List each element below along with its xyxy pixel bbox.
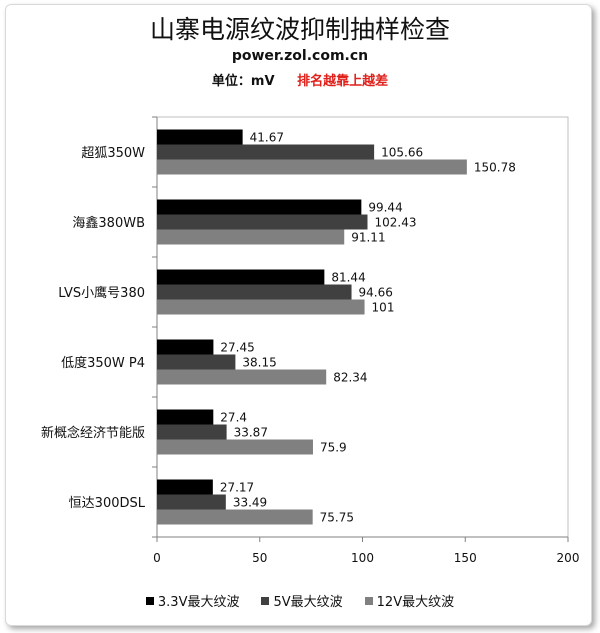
data-label: 33.87: [234, 426, 268, 440]
data-label: 75.75: [320, 511, 354, 525]
category-label: 恒达300DSL: [69, 496, 146, 511]
data-label: 101: [372, 301, 395, 315]
data-label: 102.43: [374, 216, 416, 230]
chart-subtitle: power.zol.com.cn: [231, 48, 369, 64]
bar: [157, 229, 345, 245]
bar: [157, 439, 313, 455]
category-label: 低度350W P4: [61, 355, 145, 371]
data-label: 105.66: [381, 146, 423, 160]
unit-line: 单位：mV 排名越靠上越差: [0, 70, 600, 89]
data-label: 81.44: [331, 271, 365, 285]
bar: [157, 369, 327, 385]
legend-label: 5V最大纹波: [273, 595, 343, 610]
data-label: 94.66: [359, 286, 393, 300]
data-label: 27.17: [220, 481, 254, 495]
bar: [157, 284, 352, 300]
bar: [157, 339, 214, 355]
x-tick-label: 200: [557, 551, 580, 565]
legend-item: 12V最大纹波: [364, 591, 455, 610]
x-tick-label: 150: [454, 551, 477, 565]
data-label: 82.34: [333, 371, 367, 385]
bar: [157, 424, 227, 440]
category-label: 海鑫380WB: [72, 215, 145, 231]
legend-swatch: [261, 596, 270, 605]
data-label: 75.9: [320, 441, 347, 455]
bar: [157, 354, 236, 370]
data-label: 41.67: [250, 131, 284, 145]
category-label: 超狐350W: [81, 146, 145, 161]
bar: [157, 509, 313, 525]
data-label: 33.49: [233, 496, 267, 510]
data-label: 27.45: [220, 341, 254, 355]
legend-swatch: [364, 596, 373, 605]
legend-item: 3.3V最大纹波: [145, 591, 240, 610]
data-label: 150.78: [474, 161, 516, 175]
bar: [157, 269, 325, 285]
chart-legend: 3.3V最大纹波 5V最大纹波 12V最大纹波: [0, 591, 600, 610]
data-label: 91.11: [351, 231, 385, 245]
bar: [157, 199, 362, 215]
bar: [157, 299, 365, 315]
x-tick-label: 0: [153, 551, 161, 565]
unit-label: 单位：mV: [211, 74, 275, 89]
x-tick-label: 100: [351, 551, 374, 565]
plot-area: [156, 116, 569, 538]
bar: [157, 409, 214, 425]
category-label: LVS小鹰号380: [58, 285, 145, 301]
bar: [157, 494, 226, 510]
ranking-note: 排名越靠上越差: [297, 74, 389, 89]
bar: [157, 479, 213, 495]
category-label: 新概念经济节能版: [41, 425, 145, 441]
bar: [157, 144, 375, 160]
chart-title: 山寨电源纹波抑制抽样检查: [149, 15, 450, 44]
legend-label: 12V最大纹波: [376, 595, 455, 610]
x-tick-label: 50: [252, 551, 267, 565]
data-label: 27.4: [220, 411, 247, 425]
data-label: 38.15: [242, 356, 276, 370]
legend-swatch: [145, 596, 154, 605]
bar: [157, 159, 467, 175]
legend-label: 3.3V最大纹波: [157, 595, 240, 610]
bar: [157, 214, 368, 230]
data-label: 99.44: [368, 201, 402, 215]
legend-item: 5V最大纹波: [261, 591, 343, 610]
bar: [157, 129, 243, 145]
